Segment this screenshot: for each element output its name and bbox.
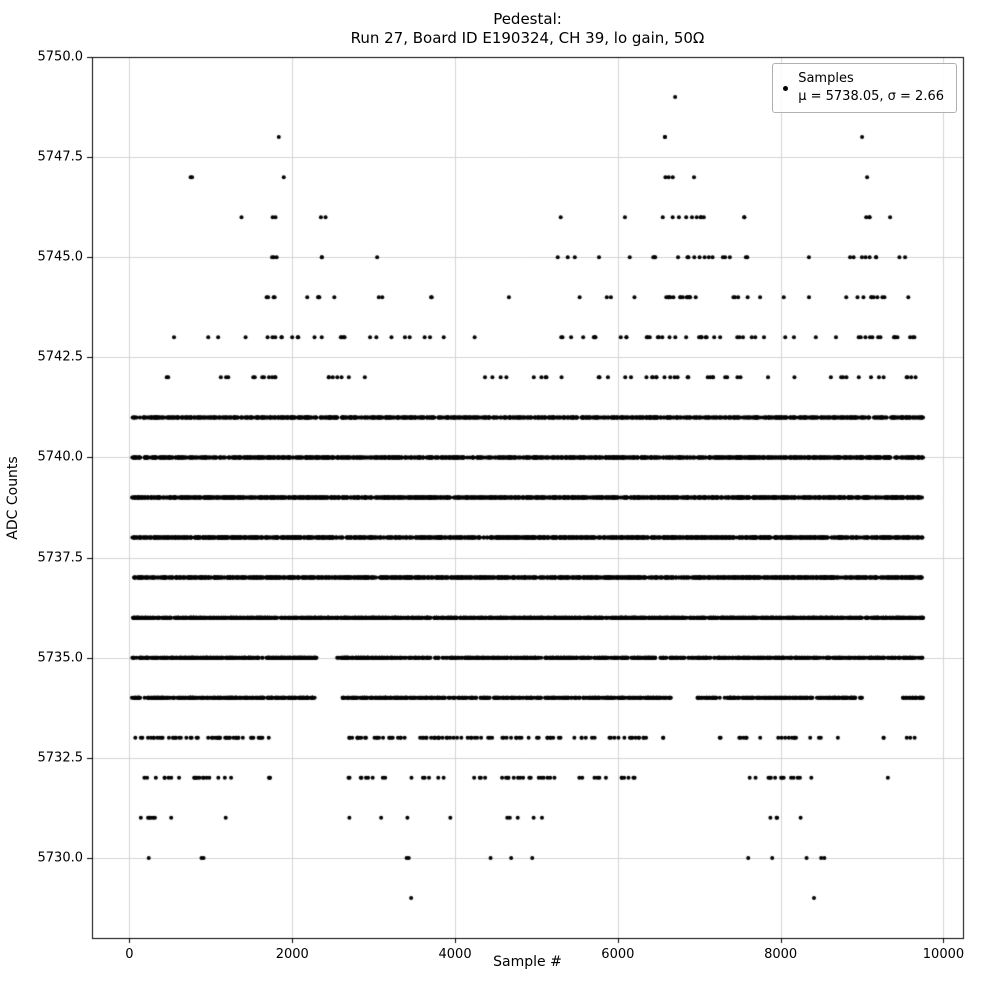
y-tick-label: 5735.0 — [37, 650, 84, 666]
y-tick-label: 5742.5 — [37, 349, 84, 365]
y-tick-label: 5747.5 — [37, 149, 84, 165]
x-axis-label: Sample # — [493, 954, 562, 970]
chart-title-line1: Pedestal: — [493, 10, 562, 28]
y-tick-label: 5750.0 — [37, 49, 84, 65]
y-axis-label: ADC Counts — [5, 456, 21, 540]
legend-label-samples: Samples — [798, 71, 854, 86]
legend: Samples μ = 5738.05, σ = 2.66 — [772, 63, 957, 113]
y-tick-label: 5740.0 — [37, 449, 84, 465]
legend-text: Samples μ = 5738.05, σ = 2.66 — [798, 70, 944, 106]
y-tick-label: 5732.5 — [37, 750, 84, 766]
x-tick-label: 4000 — [438, 947, 472, 962]
legend-stats: μ = 5738.05, σ = 2.66 — [798, 89, 944, 104]
y-tick-label: 5730.0 — [37, 850, 84, 866]
x-tick-label: 8000 — [764, 947, 798, 962]
chart-title: Pedestal: Run 27, Board ID E190324, CH 3… — [92, 10, 963, 48]
samples-marker-icon — [783, 85, 789, 91]
chart-title-line2: Run 27, Board ID E190324, CH 39, lo gain… — [350, 29, 705, 47]
x-tick-label: 2000 — [275, 947, 309, 962]
y-tick-label: 5745.0 — [37, 249, 84, 265]
x-tick-label: 10000 — [922, 947, 965, 962]
y-tick-label: 5737.5 — [37, 550, 84, 566]
x-tick-label: 6000 — [601, 947, 635, 962]
x-tick-label: 0 — [125, 947, 134, 962]
